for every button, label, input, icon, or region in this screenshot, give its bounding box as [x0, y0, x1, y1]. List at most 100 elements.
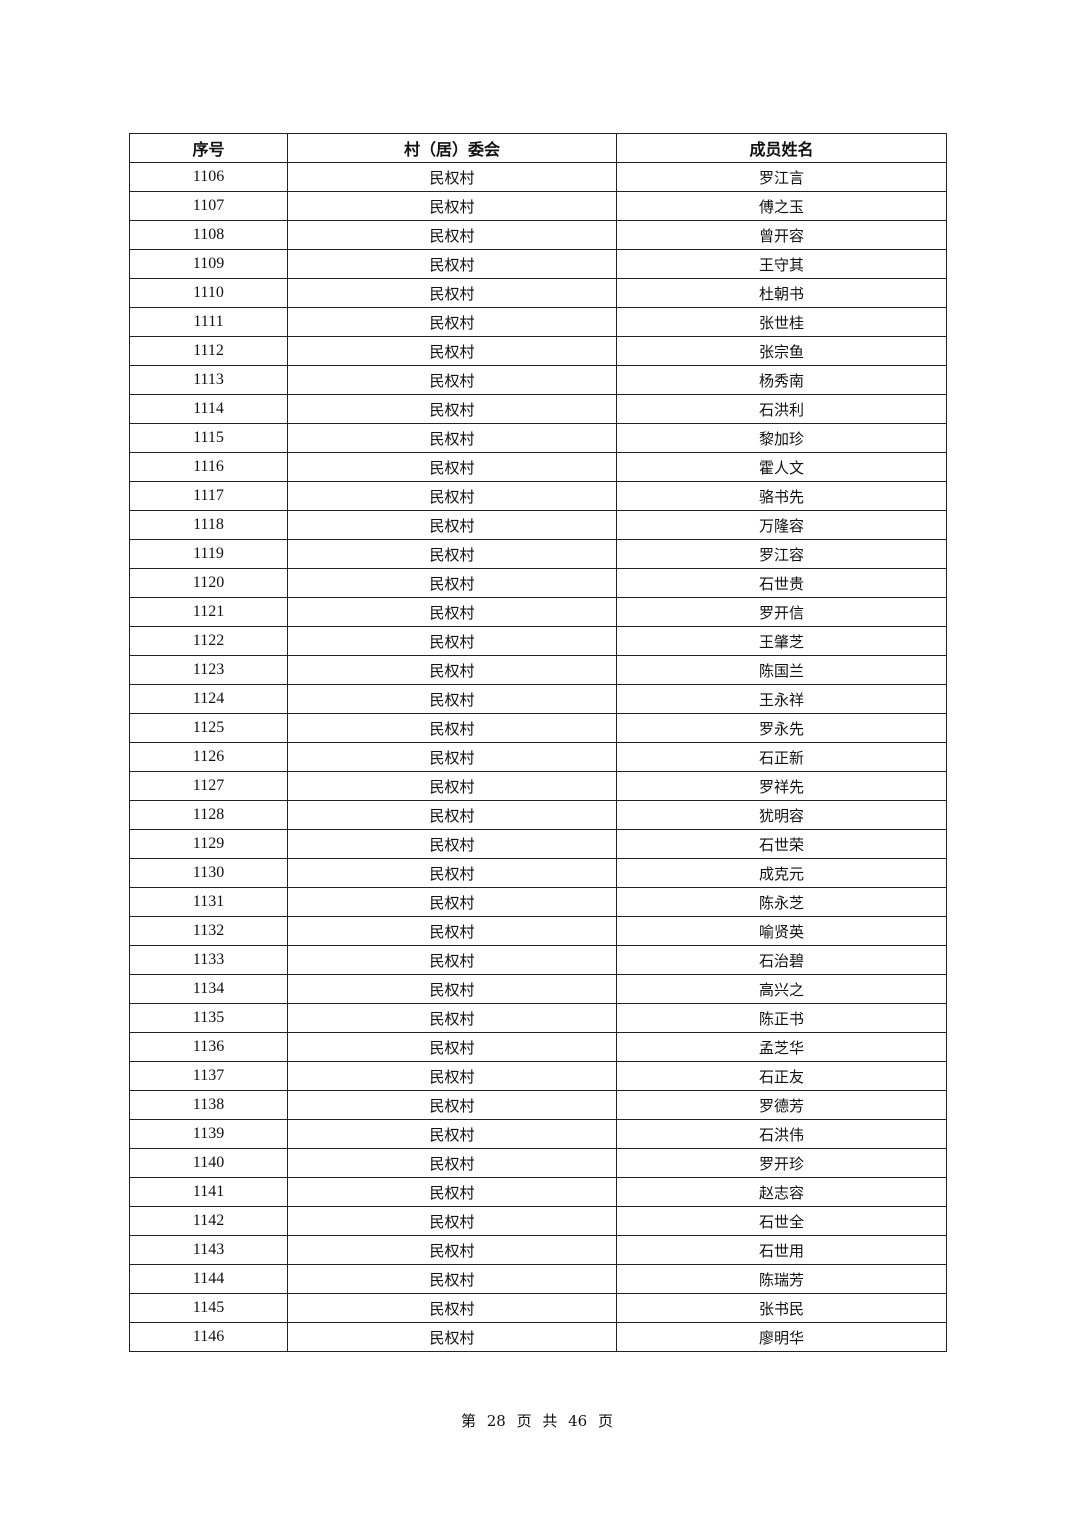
cell-index: 1144: [129, 1264, 288, 1294]
cell-committee: 民权村: [287, 481, 617, 511]
cell-index: 1107: [129, 191, 288, 221]
table-row: 1128 民权村 犹明容: [129, 800, 947, 830]
cell-member-name: 石洪利: [616, 394, 947, 424]
table-row: 1124 民权村 王永祥: [129, 684, 947, 714]
table-row: 1142 民权村 石世全: [129, 1206, 947, 1236]
member-table: 序号 村（居）委会 成员姓名 1106 民权村 罗江言 1107 民权村 傅之玉 1108 民…: [129, 133, 947, 1352]
cell-committee: 民权村: [287, 452, 617, 482]
cell-committee: 民权村: [287, 1061, 617, 1091]
cell-committee: 民权村: [287, 1177, 617, 1207]
cell-index: 1139: [129, 1119, 288, 1149]
cell-member-name: 廖明华: [616, 1322, 947, 1352]
header-committee: 村（居）委会: [287, 133, 617, 163]
table-row: 1123 民权村 陈国兰: [129, 655, 947, 685]
cell-index: 1113: [129, 365, 288, 395]
cell-member-name: 罗永先: [616, 713, 947, 743]
cell-index: 1112: [129, 336, 288, 366]
cell-member-name: 杜朝书: [616, 278, 947, 308]
cell-committee: 民权村: [287, 713, 617, 743]
table-row: 1127 民权村 罗祥先: [129, 771, 947, 801]
cell-member-name: 成克元: [616, 858, 947, 888]
cell-member-name: 罗江容: [616, 539, 947, 569]
cell-index: 1146: [129, 1322, 288, 1352]
table-row: 1139 民权村 石洪伟: [129, 1119, 947, 1149]
cell-index: 1127: [129, 771, 288, 801]
header-index: 序号: [129, 133, 288, 163]
cell-committee: 民权村: [287, 1264, 617, 1294]
cell-committee: 民权村: [287, 916, 617, 946]
table-row: 1146 民权村 廖明华: [129, 1322, 947, 1352]
cell-index: 1134: [129, 974, 288, 1004]
table-row: 1135 民权村 陈正书: [129, 1003, 947, 1033]
cell-committee: 民权村: [287, 568, 617, 598]
cell-index: 1136: [129, 1032, 288, 1062]
cell-member-name: 张书民: [616, 1293, 947, 1323]
cell-committee: 民权村: [287, 278, 617, 308]
table-row: 1111 民权村 张世桂: [129, 307, 947, 337]
cell-index: 1118: [129, 510, 288, 540]
table-row: 1138 民权村 罗德芳: [129, 1090, 947, 1120]
cell-index: 1132: [129, 916, 288, 946]
cell-committee: 民权村: [287, 945, 617, 975]
cell-committee: 民权村: [287, 1090, 617, 1120]
table-row: 1112 民权村 张宗鱼: [129, 336, 947, 366]
cell-index: 1115: [129, 423, 288, 453]
cell-index: 1135: [129, 1003, 288, 1033]
cell-committee: 民权村: [287, 626, 617, 656]
cell-committee: 民权村: [287, 974, 617, 1004]
cell-index: 1129: [129, 829, 288, 859]
cell-index: 1137: [129, 1061, 288, 1091]
cell-index: 1109: [129, 249, 288, 279]
cell-index: 1140: [129, 1148, 288, 1178]
cell-index: 1128: [129, 800, 288, 830]
cell-committee: 民权村: [287, 336, 617, 366]
cell-index: 1120: [129, 568, 288, 598]
cell-committee: 民权村: [287, 1322, 617, 1352]
cell-index: 1133: [129, 945, 288, 975]
table-row: 1120 民权村 石世贵: [129, 568, 947, 598]
cell-index: 1121: [129, 597, 288, 627]
cell-index: 1110: [129, 278, 288, 308]
cell-member-name: 万隆容: [616, 510, 947, 540]
cell-committee: 民权村: [287, 655, 617, 685]
cell-index: 1114: [129, 394, 288, 424]
cell-member-name: 犹明容: [616, 800, 947, 830]
table-row: 1134 民权村 高兴之: [129, 974, 947, 1004]
cell-member-name: 石洪伟: [616, 1119, 947, 1149]
cell-committee: 民权村: [287, 1148, 617, 1178]
table-row: 1133 民权村 石治碧: [129, 945, 947, 975]
table-header-row: 序号 村（居）委会 成员姓名: [129, 133, 947, 163]
cell-index: 1143: [129, 1235, 288, 1265]
cell-member-name: 罗祥先: [616, 771, 947, 801]
cell-member-name: 石世用: [616, 1235, 947, 1265]
page-footer: 第 28 页 共 46 页: [460, 1412, 613, 1430]
cell-index: 1126: [129, 742, 288, 772]
table-row: 1114 民权村 石洪利: [129, 394, 947, 424]
cell-index: 1141: [129, 1177, 288, 1207]
cell-index: 1131: [129, 887, 288, 917]
cell-member-name: 石正新: [616, 742, 947, 772]
cell-committee: 民权村: [287, 858, 617, 888]
cell-committee: 民权村: [287, 742, 617, 772]
cell-member-name: 石世贵: [616, 568, 947, 598]
cell-index: 1142: [129, 1206, 288, 1236]
table-row: 1109 民权村 王守其: [129, 249, 947, 279]
cell-member-name: 王守其: [616, 249, 947, 279]
table-row: 1132 民权村 喻贤英: [129, 916, 947, 946]
table-row: 1121 民权村 罗开信: [129, 597, 947, 627]
cell-member-name: 罗开信: [616, 597, 947, 627]
cell-committee: 民权村: [287, 1293, 617, 1323]
cell-committee: 民权村: [287, 394, 617, 424]
cell-committee: 民权村: [287, 597, 617, 627]
cell-member-name: 石世全: [616, 1206, 947, 1236]
cell-committee: 民权村: [287, 829, 617, 859]
cell-index: 1125: [129, 713, 288, 743]
table-row: 1129 民权村 石世荣: [129, 829, 947, 859]
cell-index: 1111: [129, 307, 288, 337]
cell-committee: 民权村: [287, 800, 617, 830]
cell-member-name: 石治碧: [616, 945, 947, 975]
cell-member-name: 张世桂: [616, 307, 947, 337]
cell-member-name: 黎加珍: [616, 423, 947, 453]
cell-member-name: 王肇芝: [616, 626, 947, 656]
cell-committee: 民权村: [287, 191, 617, 221]
